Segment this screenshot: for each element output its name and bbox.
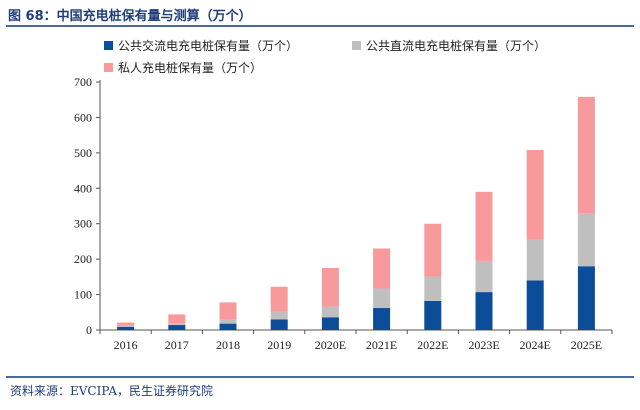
y-tick-label: 0 — [86, 323, 92, 337]
y-tick-label: 400 — [74, 181, 92, 195]
bar-segment — [373, 288, 391, 309]
legend-label: 公共交流电充电桩保有量（万个） — [118, 38, 298, 53]
legend-swatch — [104, 41, 113, 50]
bar-segment — [117, 325, 135, 327]
bar-segment — [526, 280, 544, 330]
bar-segment — [270, 286, 288, 312]
y-tick-label: 700 — [74, 75, 92, 89]
bar-segment — [526, 239, 544, 281]
x-tick-label: 2017 — [165, 338, 189, 352]
bar-segment — [577, 96, 595, 214]
x-tick-label: 2016 — [114, 338, 138, 352]
y-tick-label: 100 — [74, 288, 92, 302]
y-tick-label: 200 — [74, 252, 92, 266]
source-note: 资料来源：EVCIPA，民生证券研究院 — [10, 384, 213, 398]
bar-segment — [577, 266, 595, 330]
bar-segment — [424, 300, 442, 330]
bar-segment — [219, 319, 237, 324]
bar-segment — [424, 223, 442, 277]
y-tick-label: 600 — [74, 110, 92, 124]
bar-segment — [321, 317, 339, 330]
y-tick-label: 300 — [74, 217, 92, 231]
legend-label: 公共直流电充电桩保有量（万个） — [366, 38, 546, 53]
legend-label: 私人充电桩保有量（万个） — [118, 60, 262, 75]
title-rule — [6, 25, 634, 27]
bar-segment — [117, 322, 135, 326]
figure-title: 图 68：中国充电桩保有量与测算（万个） — [8, 9, 252, 24]
bar-segment — [475, 292, 493, 330]
bar-segment — [373, 308, 391, 330]
y-tick-label: 500 — [74, 146, 92, 160]
x-tick-label: 2023E — [468, 338, 499, 352]
x-tick-label: 2020E — [315, 338, 346, 352]
axes: 0 100 200 300 400 500 600 700 2016 2017 2018 2019 20… — [74, 75, 613, 352]
bar-segment — [373, 248, 391, 289]
bar-segment — [321, 268, 339, 307]
x-tick-label: 2018 — [216, 338, 240, 352]
bar-segment — [321, 306, 339, 318]
source-rule — [6, 376, 634, 378]
bar-segment — [475, 191, 493, 261]
bars — [117, 96, 595, 330]
bar-segment — [168, 325, 186, 330]
x-tick-label: 2022E — [417, 338, 448, 352]
stacked-bar-chart: 公共交流电充电桩保有量（万个） 公共直流电充电桩保有量（万个） 私人充电桩保有量（万… — [74, 38, 613, 352]
bar-segment — [526, 150, 544, 240]
bar-segment — [475, 260, 493, 293]
bar-segment — [168, 314, 186, 324]
x-tick-label: 2021E — [366, 338, 397, 352]
x-tick-label: 2025E — [571, 338, 602, 352]
legend-swatch — [352, 41, 361, 50]
legend-swatch — [104, 63, 113, 72]
bar-segment — [219, 323, 237, 330]
bar-segment — [117, 326, 135, 330]
bar-segment — [270, 311, 288, 320]
bar-segment — [168, 323, 186, 326]
bar-segment — [219, 302, 237, 320]
x-tick-label: 2019 — [267, 338, 291, 352]
bar-segment — [424, 276, 442, 301]
x-tick-label: 2024E — [520, 338, 551, 352]
legend: 公共交流电充电桩保有量（万个） 公共直流电充电桩保有量（万个） 私人充电桩保有量（万… — [104, 38, 546, 75]
bar-segment — [577, 213, 595, 267]
bar-segment — [270, 319, 288, 330]
